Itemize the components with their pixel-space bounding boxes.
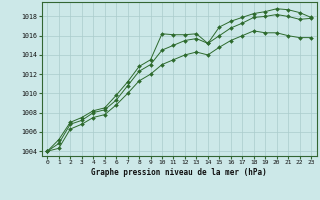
X-axis label: Graphe pression niveau de la mer (hPa): Graphe pression niveau de la mer (hPa) [91, 168, 267, 177]
